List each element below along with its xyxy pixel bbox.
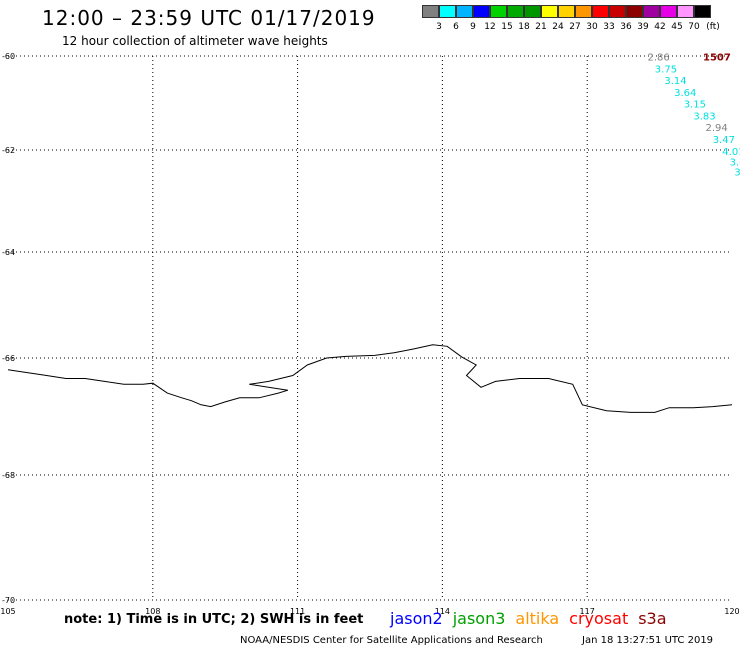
legend-label: 36 xyxy=(620,22,632,32)
satellite-label: cryosat xyxy=(569,609,629,628)
legend-label: 27 xyxy=(569,22,581,32)
swh-value-label: 3.14 xyxy=(664,76,686,87)
satellite-legend: jason2 jason3 altika cryosat s3a xyxy=(390,609,667,628)
satellite-label: jason3 xyxy=(452,609,506,628)
swh-value-label: 3.75 xyxy=(655,65,677,76)
legend-label: 70 xyxy=(688,22,700,32)
legend-label: 6 xyxy=(453,22,459,32)
map-subtitle: 12 hour collection of altimeter wave hei… xyxy=(62,34,328,48)
legend-swatch xyxy=(490,5,507,18)
legend-swatch xyxy=(439,5,456,18)
satellite-label: s3a xyxy=(638,609,667,628)
swh-value-label: 1507 xyxy=(703,53,731,64)
legend-label: 12 xyxy=(484,22,496,32)
legend-label: 24 xyxy=(552,22,564,32)
legend-swatches xyxy=(422,5,711,18)
legend-swatch xyxy=(660,5,677,18)
legend-label: 39 xyxy=(637,22,649,32)
lon-tick-label: 114 xyxy=(435,607,450,616)
legend-label: 15 xyxy=(501,22,513,32)
swh-value-label: 3.5 xyxy=(734,168,740,179)
legend-swatch xyxy=(609,5,626,18)
legend-label: 18 xyxy=(518,22,530,32)
swh-value-label: 3.47 xyxy=(713,135,735,146)
legend-swatch xyxy=(558,5,575,18)
satellite-label: altika xyxy=(515,609,560,628)
legend-swatch xyxy=(473,5,490,18)
legend-label: 42 xyxy=(654,22,666,32)
legend-swatch xyxy=(694,5,711,18)
legend-label: (ft) xyxy=(706,22,720,32)
footer-timestamp: Jan 18 13:27:51 UTC 2019 xyxy=(582,635,714,646)
satellite-label: jason2 xyxy=(390,609,443,628)
swh-value-label: 3.6 xyxy=(730,157,740,168)
axis-tick-labels: 105 108 111 114 117 120 -60 -62 -64 -66 -68 -70 xyxy=(0,52,739,616)
lat-tick-label: -60 xyxy=(2,52,15,61)
lon-tick-label: 105 xyxy=(0,607,15,616)
lon-tick-label: 108 xyxy=(145,607,160,616)
swh-color-legend: 3 6 9 12 15 18 21 24 27 30 33 36 39 42 45 70 (ft) xyxy=(422,5,720,32)
legend-label: 30 xyxy=(586,22,598,32)
legend-swatch xyxy=(575,5,592,18)
footer-organization: NOAA/NESDIS Center for Satellite Applica… xyxy=(240,635,543,646)
lat-lon-grid xyxy=(8,55,732,601)
map-title: 12:00 – 23:59 UTC 01/17/2019 xyxy=(42,6,376,30)
legend-label: 33 xyxy=(603,22,615,32)
lat-tick-label: -62 xyxy=(2,146,15,155)
legend-swatch xyxy=(541,5,558,18)
swh-value-label: 4.01 xyxy=(722,147,740,158)
legend-label: 9 xyxy=(470,22,476,32)
legend-labels: 3 6 9 12 15 18 21 24 27 30 33 36 39 42 45 70 (ft) xyxy=(422,22,740,34)
legend-swatch xyxy=(677,5,694,18)
lat-tick-label: -66 xyxy=(2,354,15,363)
lat-tick-label: -68 xyxy=(2,471,15,480)
legend-swatch xyxy=(592,5,609,18)
legend-label: 21 xyxy=(535,22,547,32)
lon-tick-label: 120 xyxy=(724,607,739,616)
lon-tick-label: 117 xyxy=(580,607,595,616)
lat-tick-label: -64 xyxy=(2,248,15,257)
note-text: note: 1) Time is in UTC; 2) SWH is in fe… xyxy=(64,612,364,627)
legend-swatch xyxy=(626,5,643,18)
lon-tick-label: 111 xyxy=(290,607,305,616)
legend-swatch xyxy=(524,5,541,18)
swh-observations: 2.86 1507 3.753.143.643.153.832.943.474.01… xyxy=(648,53,740,179)
legend-swatch xyxy=(507,5,524,18)
legend-swatch xyxy=(456,5,473,18)
swh-value-label: 2.86 xyxy=(648,53,670,64)
legend-label: 45 xyxy=(671,22,683,32)
swh-value-label: 3.64 xyxy=(674,88,696,99)
lat-tick-label: -70 xyxy=(2,596,15,605)
legend-label: 3 xyxy=(436,22,442,32)
legend-swatch xyxy=(643,5,660,18)
swh-value-label: 3.83 xyxy=(693,112,715,123)
swh-value-label: 2.94 xyxy=(706,123,728,134)
swh-value-label: 3.15 xyxy=(684,100,706,111)
legend-swatch xyxy=(422,5,439,18)
antarctic-coastline xyxy=(7,344,733,413)
